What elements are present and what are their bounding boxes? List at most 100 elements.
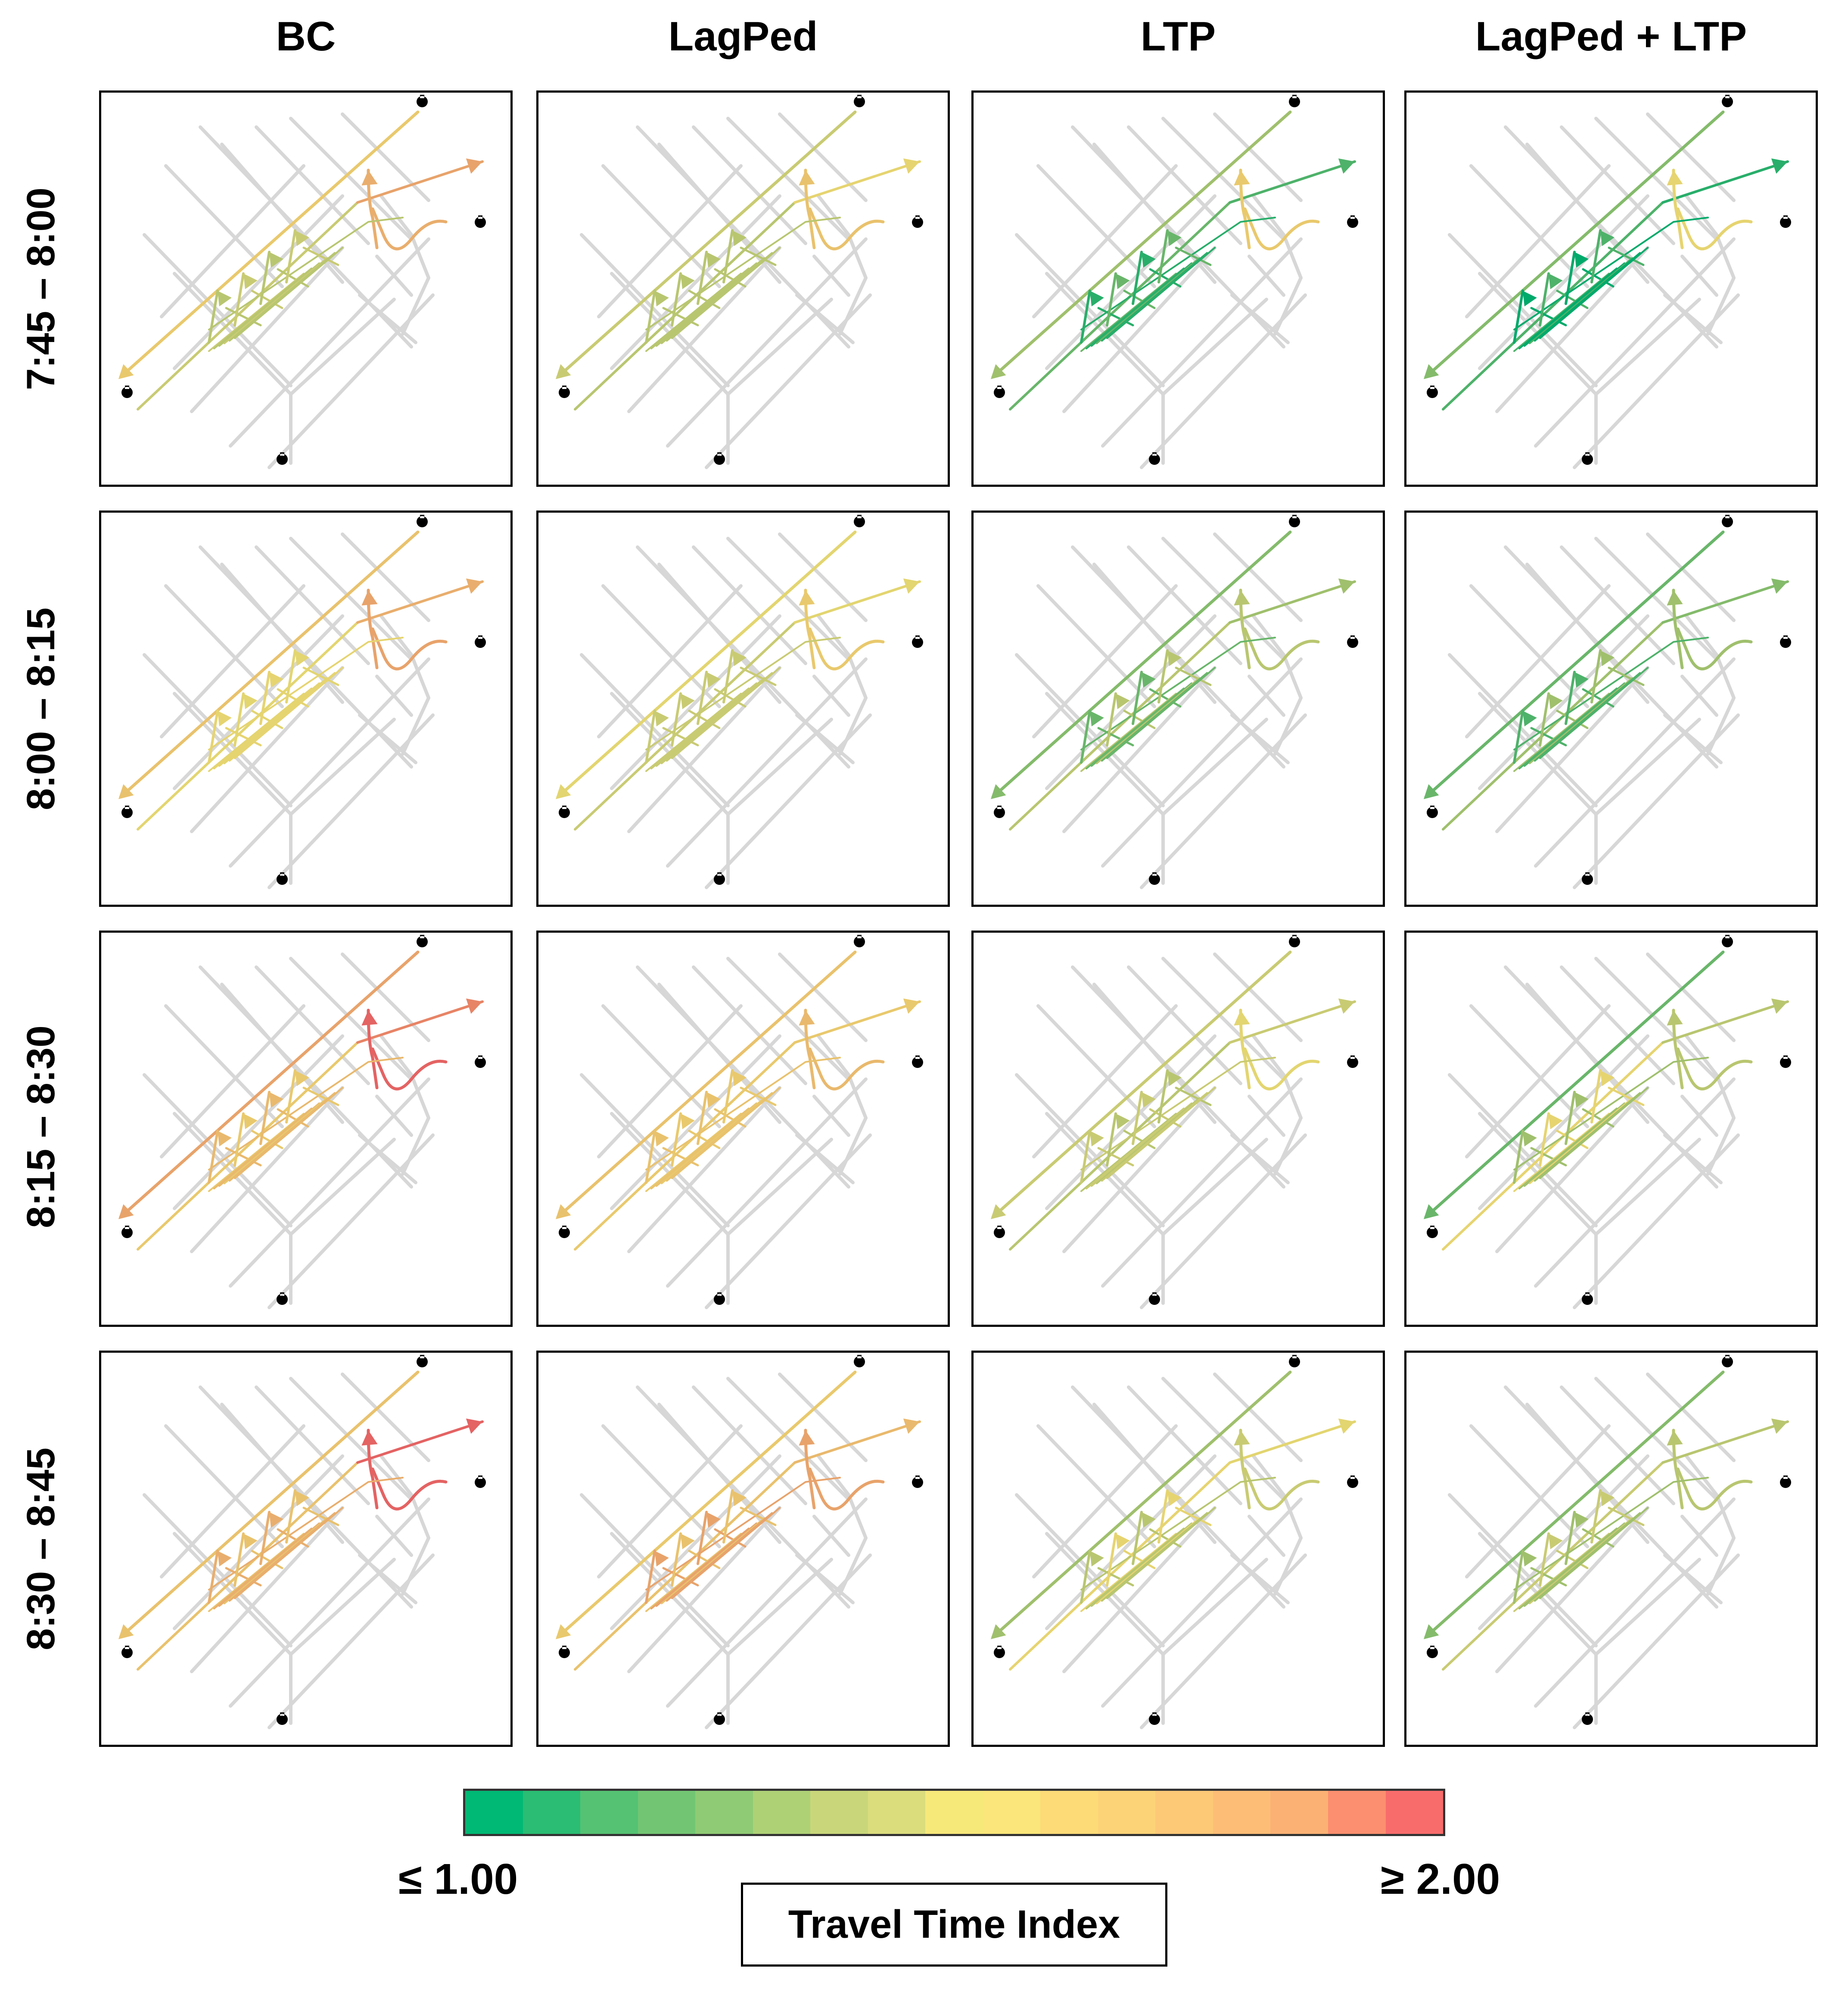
terminal-node-icon: [475, 635, 486, 648]
network-map: [1424, 515, 1791, 889]
terminal-node-icon: [1722, 1355, 1733, 1367]
street-segment: [610, 1454, 781, 1630]
street-segment: [1465, 584, 1611, 738]
loop-route: [808, 627, 885, 671]
turn-arrowhead: [1523, 711, 1537, 727]
approach-lane: [671, 667, 781, 759]
turn-arrowhead: [243, 1114, 258, 1130]
street-segment: [1230, 1553, 1290, 1604]
approach-lane: [208, 273, 305, 352]
loop-route-arrowhead: [1234, 170, 1250, 186]
approach-lane: [1513, 1533, 1610, 1612]
street-segment: [1534, 1497, 1736, 1708]
street-segment: [1560, 965, 1675, 1085]
corridor-arrowhead: [1424, 784, 1439, 799]
street-segment: [627, 666, 781, 833]
corridor-route: [1424, 1370, 1725, 1639]
street-segment: [610, 194, 781, 370]
turn-arrowhead: [1090, 1131, 1104, 1147]
street-segment: [229, 1497, 430, 1708]
colorbar-segment: [1155, 1791, 1213, 1834]
street-segment: [795, 1133, 855, 1184]
street-segment: [726, 117, 850, 241]
terminal-node-icon: [1427, 1646, 1438, 1658]
turn-arrowhead: [1549, 694, 1563, 710]
turn-arrowhead: [1574, 1092, 1589, 1108]
turn-arrowhead: [681, 274, 695, 289]
turn-arrowhead: [1574, 252, 1589, 268]
street-segment: [1127, 1385, 1242, 1505]
street-segment: [1213, 532, 1303, 622]
approach-lane: [1534, 1512, 1641, 1602]
street-segment: [795, 293, 855, 344]
approach-lane: [1080, 273, 1177, 352]
column-header: LTP: [1140, 13, 1216, 59]
colorbar-segment: [523, 1791, 581, 1834]
street-segment: [380, 614, 430, 756]
loop-route-arrowhead: [799, 170, 815, 186]
street-segment: [1092, 563, 1216, 704]
street-segment: [1594, 718, 1701, 816]
street-segment: [380, 1034, 430, 1176]
side-route-arrowhead: [1338, 578, 1355, 594]
turn-movement: [1175, 1086, 1212, 1106]
turn-arrowhead: [295, 1491, 309, 1507]
terminal-node-icon: [121, 386, 133, 398]
street-segment: [143, 1073, 292, 1227]
street-segment: [1101, 1497, 1303, 1708]
turn-movement: [1132, 1091, 1143, 1145]
corridor-arrowhead: [991, 1624, 1006, 1639]
colorbar-min-label: ≤ 1.00: [398, 1855, 518, 1903]
turn-movement: [233, 1532, 245, 1587]
side-route-arrowhead: [1338, 158, 1355, 174]
terminal-node-icon: [1347, 1475, 1358, 1488]
terminal-node-icon: [1289, 515, 1300, 527]
street-segment: [341, 112, 430, 202]
side-route-arrowhead: [903, 158, 920, 174]
side-route-arrowhead: [466, 1418, 482, 1434]
side-route: [1229, 1000, 1356, 1044]
turn-arrowhead: [655, 291, 669, 307]
turn-movement: [259, 1091, 271, 1145]
turn-movement: [259, 1511, 271, 1565]
terminal-node-icon: [714, 1292, 725, 1305]
approach-lane: [1513, 693, 1610, 772]
terminal-node-icon: [1289, 95, 1300, 107]
approach-lane: [1080, 693, 1177, 772]
approach-lane: [1091, 1102, 1192, 1187]
street-segment: [1161, 537, 1285, 661]
approach-lane: [650, 688, 750, 769]
network-map: [991, 935, 1358, 1309]
row-header-label: 8:00 – 8:15: [19, 607, 63, 810]
turn-movement: [722, 1489, 734, 1544]
terminal-node-icon: [1722, 95, 1733, 107]
street-segment: [143, 1493, 292, 1647]
turn-movement: [1175, 1507, 1212, 1526]
turn-movement: [1608, 246, 1645, 266]
turn-arrowhead: [732, 1071, 747, 1086]
terminal-node-icon: [1780, 215, 1791, 228]
approach-lane: [1086, 268, 1185, 349]
turn-movement: [714, 268, 747, 288]
turn-movement: [1080, 1550, 1091, 1604]
terminal-node-icon: [1149, 872, 1160, 885]
side-route: [1229, 580, 1356, 624]
terminal-node-icon: [714, 452, 725, 465]
turn-movement: [1582, 268, 1615, 288]
street-segment: [229, 1077, 430, 1288]
terminal-node-icon: [1582, 452, 1593, 465]
turn-arrowhead: [681, 694, 695, 710]
turn-arrowhead: [1167, 230, 1182, 246]
corridor-arrowhead: [118, 1204, 134, 1219]
network-map: [556, 935, 923, 1309]
terminal-node-icon: [277, 452, 288, 465]
terminal-node-icon: [1427, 386, 1438, 398]
street-segment: [1015, 1493, 1165, 1647]
turn-arrowhead: [269, 672, 283, 688]
turn-arrowhead: [1600, 230, 1615, 246]
approach-lane: [1096, 257, 1200, 344]
loop-route: [808, 1047, 885, 1091]
street-segment: [1032, 1424, 1178, 1578]
approach-lane: [1086, 1108, 1185, 1189]
terminal-node-icon: [1427, 806, 1438, 818]
